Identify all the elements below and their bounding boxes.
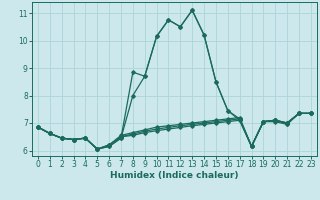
X-axis label: Humidex (Indice chaleur): Humidex (Indice chaleur) [110,171,239,180]
